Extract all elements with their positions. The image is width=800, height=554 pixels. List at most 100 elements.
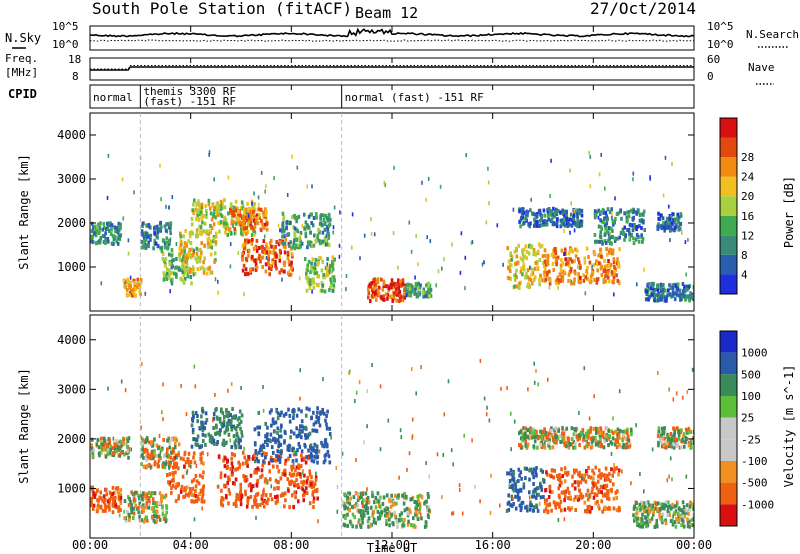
power-echo-cell [212,236,216,241]
velocity-echo-cell [291,409,294,414]
velocity-echo-cell [90,437,94,442]
velocity-echo-cell [105,443,108,447]
velocity-echo-cell [657,371,659,375]
power-echo-cell [93,225,97,230]
velocity-echo-cell [286,477,289,482]
power-echo-cell [577,264,579,269]
power-echo-cell [209,239,213,244]
velocity-echo-cell [160,448,163,453]
velocity-echo-cell [348,491,352,496]
power-echo-cell [460,231,463,236]
velocity-echo-cell [313,489,317,493]
power-echo-cell [666,221,669,226]
velocity-echo-cell [239,445,242,450]
power-echo-cell [291,254,294,259]
power-echo-cell [205,211,208,216]
velocity-echo-cell [170,437,173,442]
power-echo-cell [328,268,331,273]
power-echo-cell [380,277,383,282]
power-echo-cell [314,212,318,217]
velocity-echo-cell [200,497,204,502]
velocity-echo-cell [111,498,115,503]
velocity-echo-cell [128,497,131,502]
velocity-echo-cell [510,494,514,499]
velocity-echo-cell [102,444,106,449]
power-echo-cell [189,275,193,280]
velocity-echo-cell [643,521,647,526]
velocity-echo-cell [108,505,111,510]
power-echo-cell [298,236,301,241]
velocity-echo-cell [605,426,608,431]
velocity-echo-cell [374,495,377,500]
velocity-echo-cell [598,473,602,478]
velocity-echo-cell [144,464,147,469]
velocity-echo-cell [96,503,100,508]
velocity-echo-cell [301,471,304,476]
power-echo-cell [296,165,299,170]
power-echo-cell [95,229,98,234]
velocity-echo-cell [277,444,280,449]
velocity-echo-cell [593,394,595,399]
power-echo-cell [331,255,334,260]
power-echo-cell [552,267,555,272]
velocity-echo-cell [691,502,694,507]
power-echo-cell [315,271,319,276]
velocity-echo-cell [145,501,148,506]
power-echo-cell [689,295,693,300]
velocity-echo-cell [344,516,347,520]
velocity-echo-cell [295,472,299,477]
power-echo-cell [156,229,159,234]
velocity-echo-cell [190,423,194,428]
velocity-echo-cell [357,520,360,525]
velocity-echo-cell [269,477,272,482]
power-colorbar-swatch [720,235,737,255]
power-echo-cell [114,235,117,240]
power-echo-cell [669,286,673,290]
power-echo-cell [255,265,259,270]
velocity-echo-cell [141,497,144,502]
power-echo-cell [520,211,524,215]
velocity-echo-cell [187,458,190,463]
velocity-echo-cell [522,485,526,490]
power-echo-cell [625,215,629,220]
power-echo-cell [231,205,234,210]
power-echo-cell [427,282,431,287]
velocity-echo-cell [541,443,544,448]
velocity-echo-cell [283,429,287,434]
power-echo-cell [638,224,641,229]
power-echo-cell [128,285,132,290]
velocity-echo-cell [608,472,611,477]
power-echo-cell [271,250,274,255]
power-echo-cell [175,257,178,261]
velocity-echo-cell [672,397,675,402]
power-echo-cell [542,264,546,269]
velocity-echo-cell [594,465,598,470]
power-echo-cell [317,282,320,287]
power-echo-cell [165,271,169,276]
velocity-echo-cell [308,501,312,506]
velocity-echo-cell [641,503,645,508]
power-echo-cell [553,252,556,257]
power-echo-cell [265,242,268,247]
velocity-echo-cell [260,496,264,501]
power-echo-cell [232,205,236,210]
power-echo-cell [665,295,669,300]
power-echo-cell [183,266,186,271]
power-echo-cell [376,277,380,282]
power-echo-cell [564,247,567,252]
power-echo-cell [662,283,665,287]
power-echo-cell [560,221,564,226]
power-echo-cell [561,261,565,266]
velocity-echo-cell [661,520,664,525]
power-echo-cell [626,228,629,232]
velocity-echo-cell [230,419,233,424]
velocity-colorbar-tick-label: -25 [741,433,761,446]
velocity-echo-cell [679,430,683,435]
power-echo-cell [258,213,261,218]
power-echo-cell [557,209,560,213]
velocity-echo-cell [310,475,313,480]
velocity-echo-cell [534,472,538,477]
power-echo-cell [578,265,582,270]
velocity-echo-cell [298,472,302,477]
velocity-echo-cell [361,520,364,525]
